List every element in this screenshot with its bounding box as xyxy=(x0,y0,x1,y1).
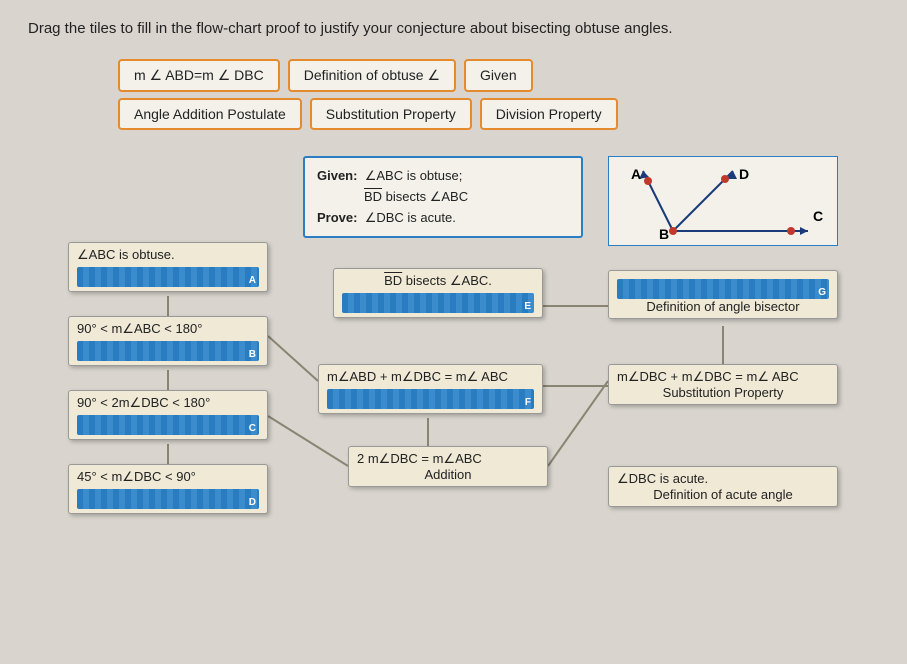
node-statement: ∠DBC is acute. xyxy=(617,471,829,487)
figure-box: A D B C xyxy=(608,156,838,246)
tile-angle-addition[interactable]: Angle Addition Postulate xyxy=(118,98,302,130)
node-statement: ∠ABC is obtuse. xyxy=(77,247,259,263)
given-text-2: BD bisects ∠ABC xyxy=(364,189,468,204)
proof-node-n3: 90° < 2m∠DBC < 180° C xyxy=(68,390,268,440)
drop-slot-B[interactable]: B xyxy=(77,341,259,361)
connector-line xyxy=(268,416,348,466)
fig-label-c: C xyxy=(813,208,823,224)
tile-row-1: m ∠ ABD=m ∠ DBC Definition of obtuse ∠ G… xyxy=(118,59,879,92)
given-text-1: ∠ABC is obtuse; xyxy=(365,168,463,183)
fig-label-d: D xyxy=(739,166,749,182)
fig-label-b: B xyxy=(659,226,669,241)
connector-line xyxy=(548,381,608,466)
tile-def-obtuse[interactable]: Definition of obtuse ∠ xyxy=(288,59,456,92)
node-reason: Addition xyxy=(357,467,539,482)
node-statement: 90° < m∠ABC < 180° xyxy=(77,321,259,337)
prove-label: Prove: xyxy=(317,210,357,225)
node-statement: 2 m∠DBC = m∠ABC xyxy=(357,451,539,467)
tiles-palette: m ∠ ABD=m ∠ DBC Definition of obtuse ∠ G… xyxy=(118,59,879,130)
node-reason: Definition of acute angle xyxy=(617,487,829,502)
drop-slot-F[interactable]: F xyxy=(327,389,534,409)
given-line: Given: ∠ABC is obtuse; BD bisects ∠ABC xyxy=(317,166,569,208)
proof-node-n6: m∠ABD + m∠DBC = m∠ ABC F xyxy=(318,364,543,414)
prove-text: ∠DBC is acute. xyxy=(365,210,456,225)
proof-node-n10: ∠DBC is acute.Definition of acute angle xyxy=(608,466,838,507)
fig-label-a: A xyxy=(631,166,641,182)
tile-abd-dbc[interactable]: m ∠ ABD=m ∠ DBC xyxy=(118,59,280,92)
tile-substitution[interactable]: Substitution Property xyxy=(310,98,472,130)
angle-figure-svg: A D B C xyxy=(613,161,833,241)
connector-line xyxy=(268,336,318,381)
node-statement: BD bisects ∠ABC. xyxy=(342,273,534,289)
flowchart-workspace: Given: ∠ABC is obtuse; BD bisects ∠ABC P… xyxy=(28,156,888,596)
proof-node-n1: ∠ABC is obtuse. A xyxy=(68,242,268,292)
proof-node-n2: 90° < m∠ABC < 180° B xyxy=(68,316,268,366)
proof-node-n4: 45° < m∠DBC < 90° D xyxy=(68,464,268,514)
node-statement: 45° < m∠DBC < 90° xyxy=(77,469,259,485)
proof-node-n5: BD bisects ∠ABC. E xyxy=(333,268,543,318)
drop-slot-A[interactable]: A xyxy=(77,267,259,287)
drop-slot-G[interactable]: G xyxy=(617,279,829,299)
given-label: Given: xyxy=(317,168,357,183)
drop-slot-E[interactable]: E xyxy=(342,293,534,313)
node-statement: m∠DBC + m∠DBC = m∠ ABC xyxy=(617,369,829,385)
tile-given[interactable]: Given xyxy=(464,59,533,92)
proof-node-n8: GDefinition of angle bisector xyxy=(608,270,838,319)
given-prove-box: Given: ∠ABC is obtuse; BD bisects ∠ABC P… xyxy=(303,156,583,238)
node-statement: 90° < 2m∠DBC < 180° xyxy=(77,395,259,411)
tile-division[interactable]: Division Property xyxy=(480,98,618,130)
proof-node-n9: m∠DBC + m∠DBC = m∠ ABCSubstitution Prope… xyxy=(608,364,838,405)
tile-row-2: Angle Addition Postulate Substitution Pr… xyxy=(118,98,879,130)
node-reason: Substitution Property xyxy=(617,385,829,400)
instruction-text: Drag the tiles to fill in the flow-chart… xyxy=(28,20,879,37)
prove-line: Prove: ∠DBC is acute. xyxy=(317,208,569,229)
node-reason: Definition of angle bisector xyxy=(617,299,829,314)
drop-slot-D[interactable]: D xyxy=(77,489,259,509)
drop-slot-C[interactable]: C xyxy=(77,415,259,435)
proof-node-n7: 2 m∠DBC = m∠ABCAddition xyxy=(348,446,548,487)
node-statement: m∠ABD + m∠DBC = m∠ ABC xyxy=(327,369,534,385)
